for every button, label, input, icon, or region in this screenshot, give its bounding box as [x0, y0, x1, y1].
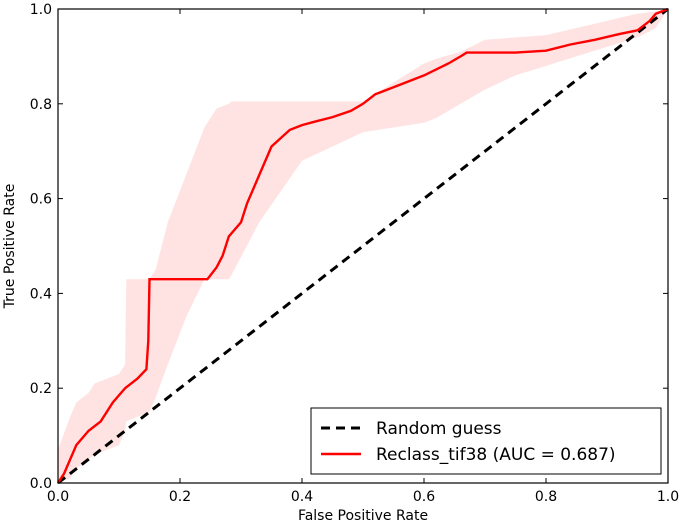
axes-frame	[57, 8, 669, 484]
x-axis-ticks: 0.0 0.2 0.4 0.6 0.8 1.0	[47, 9, 679, 505]
y-tick-label: 0.8	[30, 97, 52, 113]
legend-label-random-guess: Random guess	[376, 419, 502, 439]
x-tick-label: 1.0	[657, 489, 679, 505]
plot-area	[56, 7, 669, 485]
x-tick-label: 0.0	[47, 489, 69, 505]
y-tick-label: 0.6	[30, 192, 52, 208]
x-tick-label: 0.4	[291, 489, 313, 505]
legend-box	[310, 407, 662, 475]
roc-curve-line	[56, 7, 669, 484]
y-tick-label: 0.2	[30, 381, 52, 397]
random-guess-line	[57, 7, 669, 485]
x-axis-label: False Positive Rate	[298, 508, 428, 524]
x-tick-label: 0.2	[169, 489, 191, 505]
confidence-band	[58, 9, 668, 483]
legend-label-roc: Reclass_tif38 (AUC = 0.687)	[376, 445, 616, 465]
y-tick-label: 1.0	[30, 2, 52, 18]
x-tick-label: 0.6	[413, 489, 435, 505]
y-tick-label: 0.0	[30, 476, 52, 492]
y-axis-ticks: 0.0 0.2 0.4 0.6 0.8 1.0	[30, 2, 668, 492]
x-tick-label: 0.8	[535, 489, 557, 505]
y-tick-label: 0.4	[30, 286, 52, 302]
legend: Random guess Reclass_tif38 (AUC = 0.687)	[310, 407, 662, 475]
y-axis-label: True Positive Rate	[2, 184, 18, 310]
